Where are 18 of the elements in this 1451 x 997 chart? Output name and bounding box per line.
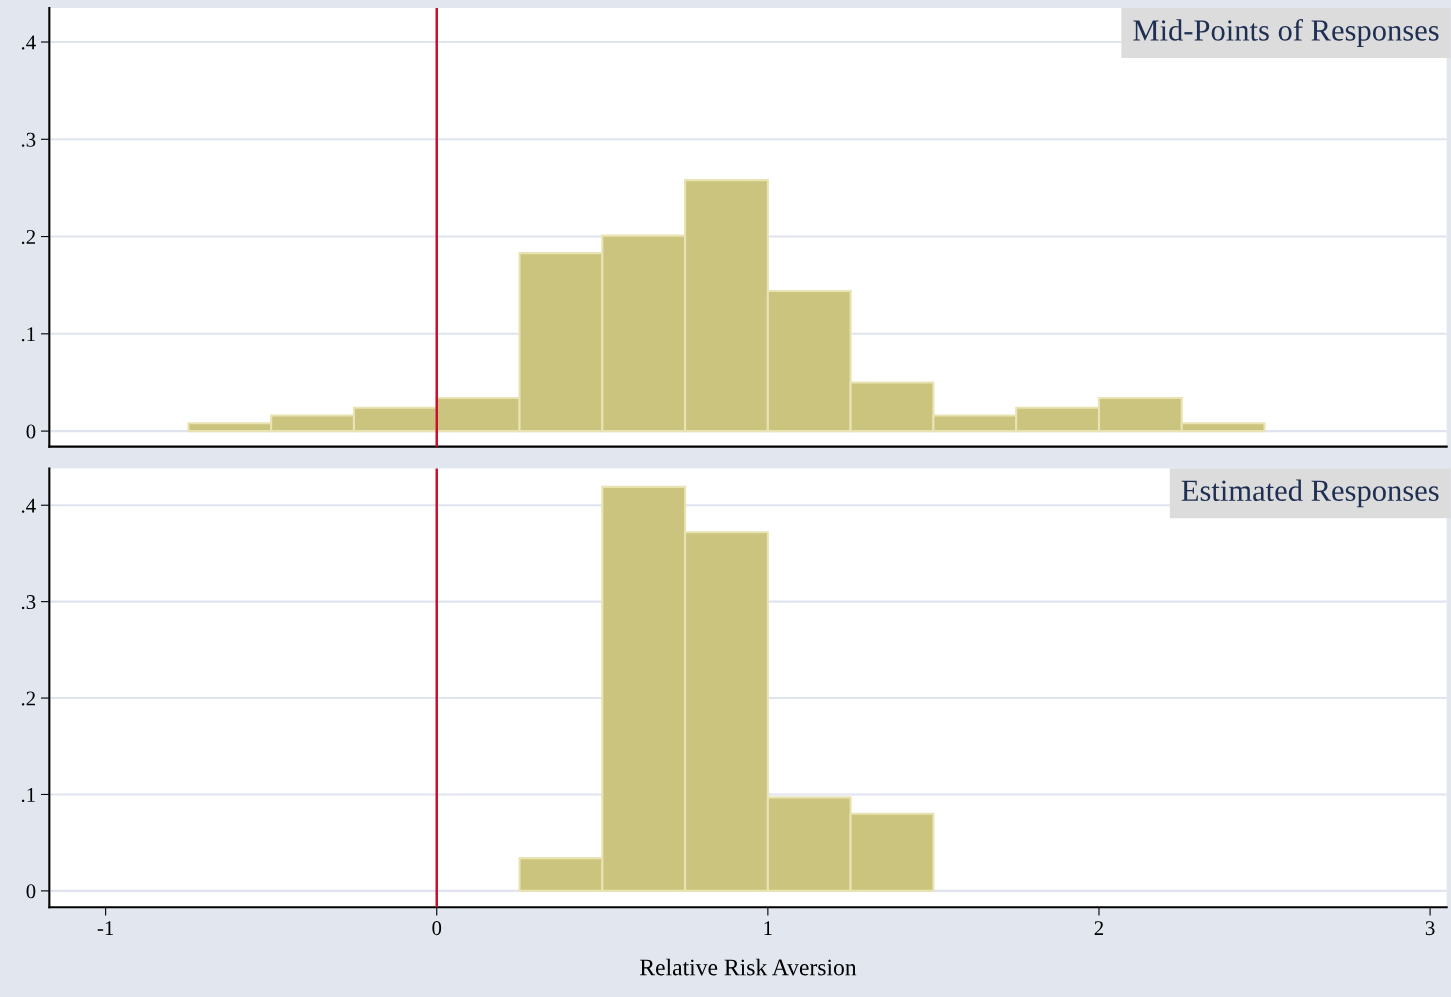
x-tick-label: 3 (1425, 921, 1435, 936)
y-tick-label: .2 (21, 229, 35, 245)
y-tick-label: .3 (21, 132, 36, 147)
y-tick-label: .1 (21, 327, 35, 342)
x-tick-label: -1 (97, 921, 114, 935)
x-axis-title: Relative Risk Aversion (640, 958, 857, 976)
x-tick-label: 2 (1094, 921, 1104, 935)
y-tick-label: .4 (21, 35, 36, 50)
y-tick-label: .2 (21, 691, 35, 706)
y-tick-label: .3 (21, 595, 36, 610)
y-tick-label: .1 (21, 787, 35, 802)
x-tick-label: 1 (764, 921, 772, 935)
y-tick-label: .4 (21, 498, 36, 513)
chart-title: Estimated Responses (1181, 479, 1439, 508)
y-tick-label: 0 (26, 424, 36, 439)
chart-title: Mid-Points of Responses (1133, 18, 1439, 47)
y-tick-label: 0 (26, 884, 36, 899)
x-tick-label: 0 (432, 921, 442, 936)
